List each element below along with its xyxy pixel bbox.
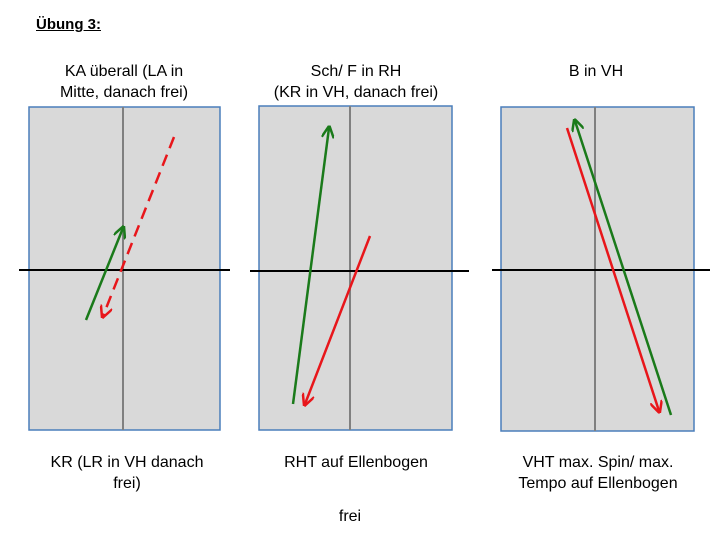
panel-3-top-label: B in VH: [496, 61, 696, 82]
panel-1-bottom-label-line1: KR (LR in VH danach: [50, 454, 204, 471]
panel-1-top-label: KA überall (LA in Mitte, danach frei): [24, 61, 224, 103]
red-dashed-arrow: [103, 136, 176, 316]
exercise-title: Übung 3:: [36, 16, 101, 33]
green-arrow: [291, 128, 329, 405]
panel-1-bottom-label-line2: frei): [113, 475, 141, 492]
panel-3-bottom-label: VHT max. Spin/ max. Tempo auf Ellenbogen: [488, 452, 708, 494]
panel-2-table: [250, 105, 469, 431]
green-arrow: [575, 121, 673, 416]
green-arrow: [84, 228, 123, 321]
panel-2-top-label-line2: (KR in VH, danach frei): [273, 84, 439, 101]
panel-3-bottom-label-line1: VHT max. Spin/ max.: [522, 454, 674, 471]
footer-label: frei: [338, 508, 362, 525]
table-surface: [258, 105, 453, 431]
panel-1-bottom-label: KR (LR in VH danach frei): [17, 452, 237, 494]
panel-3-table: [492, 106, 710, 432]
panel-1-table: [19, 106, 230, 431]
panel-1-top-label-line1: KA überall (LA in: [64, 63, 184, 80]
panel-2-top-label-line1: Sch/ F in RH: [310, 63, 402, 80]
table-surface: [28, 106, 221, 431]
panel-2-bottom-label: RHT auf Ellenbogen: [246, 452, 466, 473]
panel-2-bottom-label-line1: RHT auf Ellenbogen: [284, 454, 428, 471]
panel-3-top-label-line1: B in VH: [568, 63, 624, 80]
red-arrow: [305, 235, 372, 404]
red-arrow: [565, 127, 659, 411]
panel-3-bottom-label-line2: Tempo auf Ellenbogen: [518, 475, 678, 492]
panel-1-top-label-line2: Mitte, danach frei): [59, 84, 189, 101]
panel-2-top-label: Sch/ F in RH (KR in VH, danach frei): [246, 61, 466, 103]
